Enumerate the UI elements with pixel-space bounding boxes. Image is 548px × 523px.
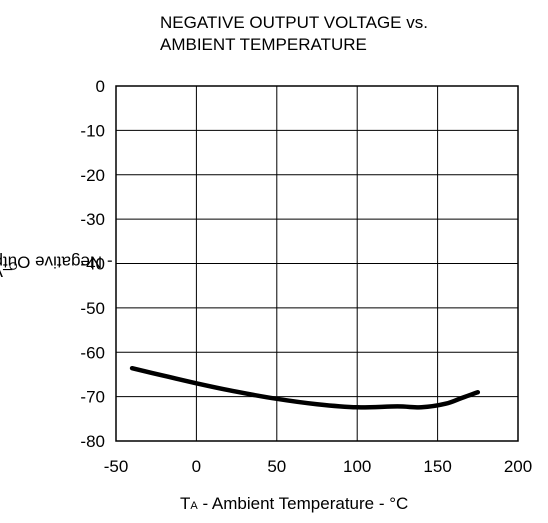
x-axis-label-sub: A [190, 500, 198, 512]
x-axis-label-prefix: T [180, 494, 191, 513]
series-line [129, 365, 481, 410]
y-tick-label: -80 [80, 432, 105, 451]
y-tick-label: -70 [80, 388, 105, 407]
x-axis-label: TA - Ambient Temperature - °C [180, 494, 408, 514]
y-tick-label: -30 [80, 210, 105, 229]
x-tick-label: 150 [423, 457, 451, 476]
x-axis-label-rest: - Ambient Temperature - °C [197, 494, 409, 513]
x-tick-label: 50 [267, 457, 286, 476]
chart-title-line2: AMBIENT TEMPERATURE [160, 35, 367, 54]
chart-title-line1: NEGATIVE OUTPUT VOLTAGE vs. [160, 13, 428, 32]
x-tick-label: 0 [192, 457, 201, 476]
x-tick-label: -50 [104, 457, 129, 476]
y-tick-label: -20 [80, 166, 105, 185]
x-tick-label: 200 [504, 457, 532, 476]
y-tick-label: -40 [80, 255, 105, 274]
tick-labels: -50 0 50 100 150 200 0 -10 -20 -30 -40 -50 -60 -70 -80 [80, 77, 532, 476]
y-tick-label: -10 [80, 121, 105, 140]
grid-lines [115, 85, 519, 442]
plot-frame [115, 85, 519, 442]
series-group [129, 365, 481, 410]
x-tick-label: 100 [343, 457, 371, 476]
y-tick-label: 0 [96, 77, 105, 96]
y-tick-label: -60 [80, 343, 105, 362]
y-tick-label: -50 [80, 299, 105, 318]
chart-title: NEGATIVE OUTPUT VOLTAGE vs. AMBIENT TEMP… [160, 12, 428, 56]
